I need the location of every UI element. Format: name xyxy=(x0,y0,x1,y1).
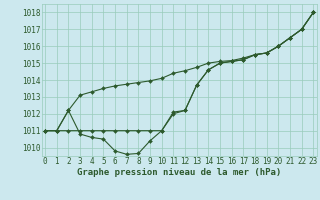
X-axis label: Graphe pression niveau de la mer (hPa): Graphe pression niveau de la mer (hPa) xyxy=(77,168,281,177)
